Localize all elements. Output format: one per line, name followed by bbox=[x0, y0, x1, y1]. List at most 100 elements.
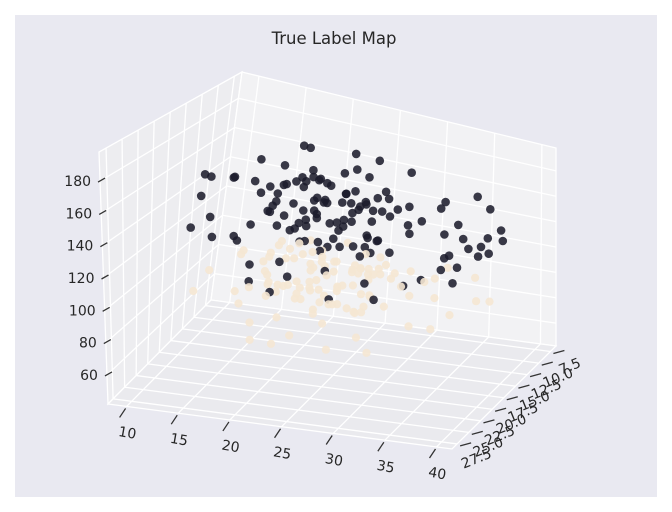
scatter-point-label-1-dark bbox=[279, 180, 289, 190]
x-tick-mark bbox=[428, 448, 437, 459]
scatter-point-label-1-dark bbox=[279, 211, 289, 220]
scatter-point-label-1-dark bbox=[265, 207, 275, 217]
z-tick-mark bbox=[97, 177, 106, 183]
scatter-point-label-1-dark bbox=[384, 194, 394, 204]
scatter-point-label-0-light bbox=[318, 319, 327, 328]
scatter-point-label-0-light bbox=[266, 339, 276, 348]
scatter-point-label-1-dark bbox=[186, 223, 195, 232]
z-tick-mark bbox=[103, 339, 112, 345]
scatter-point-label-1-dark bbox=[355, 252, 365, 261]
scatter-point-label-0-light bbox=[274, 241, 283, 250]
scatter-point-label-1-dark bbox=[464, 244, 473, 254]
z-tick-label: 120 bbox=[68, 271, 95, 287]
x-tick-mark bbox=[274, 428, 282, 439]
z-tick-mark bbox=[100, 242, 108, 248]
scatter-point-label-0-light bbox=[263, 270, 272, 279]
scatter-point-label-0-light bbox=[245, 318, 254, 327]
z-tick-label: 160 bbox=[65, 206, 92, 222]
scatter-point-label-1-dark bbox=[375, 156, 385, 166]
y-tick-mark bbox=[541, 361, 553, 366]
scatter-point-label-0-light bbox=[357, 308, 366, 317]
scatter-point-label-1-dark bbox=[340, 169, 350, 178]
scatter-point-label-1-dark bbox=[309, 165, 318, 175]
axis-ticks bbox=[97, 177, 565, 459]
scatter-point-label-1-dark bbox=[309, 196, 319, 205]
scatter-point-label-0-light bbox=[324, 300, 333, 309]
scatter-point-label-0-light bbox=[369, 270, 378, 279]
scatter-point-label-1-dark bbox=[339, 215, 349, 225]
scatter-point-label-0-light bbox=[405, 291, 414, 300]
scatter-point-label-0-light bbox=[285, 331, 294, 340]
scatter-point-label-1-dark bbox=[405, 229, 414, 239]
scatter-point-label-1-dark bbox=[312, 213, 322, 223]
scatter-point-label-0-light bbox=[315, 298, 324, 307]
scatter-point-label-1-dark bbox=[326, 181, 336, 190]
scatter-point-label-0-light bbox=[237, 250, 246, 259]
scatter-point-label-0-light bbox=[404, 322, 413, 331]
scatter-point-label-0-light bbox=[295, 239, 304, 248]
z-tick-mark bbox=[104, 371, 113, 377]
scatter-point-label-0-light bbox=[308, 309, 317, 318]
scatter-point-label-1-dark bbox=[335, 242, 344, 252]
scatter-point-label-0-light bbox=[306, 286, 315, 295]
scatter-point-label-1-dark bbox=[346, 199, 356, 208]
scatter-point-label-1-dark bbox=[196, 191, 206, 201]
scatter-point-label-0-light bbox=[351, 333, 361, 342]
scatter-point-label-1-dark bbox=[498, 236, 508, 246]
scatter-point-label-0-light bbox=[292, 277, 301, 286]
scatter-point-label-0-light bbox=[485, 297, 494, 306]
scatter-point-label-1-dark bbox=[301, 221, 311, 231]
scatter-point-label-0-light bbox=[376, 270, 385, 279]
scatter-point-label-0-light bbox=[305, 277, 314, 286]
scatter-point-label-1-dark bbox=[369, 295, 378, 305]
scatter-point-label-1-dark bbox=[257, 155, 266, 164]
scatter-point-label-1-dark bbox=[353, 165, 362, 174]
scatter-point-label-0-light bbox=[430, 294, 439, 303]
scatter-point-label-1-dark bbox=[306, 143, 316, 153]
scatter-point-label-1-dark bbox=[385, 212, 395, 221]
y-tick-mark bbox=[553, 349, 565, 355]
scatter-point-label-1-dark bbox=[440, 230, 449, 239]
scatter-point-label-0-light bbox=[321, 345, 330, 354]
scatter-point-label-0-light bbox=[263, 280, 272, 289]
scatter-point-label-0-light bbox=[381, 260, 391, 270]
scatter-point-label-1-dark bbox=[285, 225, 295, 235]
scatter-point-label-0-light bbox=[261, 291, 270, 300]
scatter-point-label-0-light bbox=[420, 277, 429, 287]
grid-floor-y bbox=[112, 398, 458, 445]
scatter-point-label-1-dark bbox=[452, 263, 462, 273]
scatter-point-label-0-light bbox=[386, 274, 395, 283]
scatter-point-label-1-dark bbox=[417, 217, 427, 226]
grid-floor-y bbox=[159, 351, 504, 399]
scatter-point-label-1-dark bbox=[476, 242, 486, 252]
scatter-point-label-1-dark bbox=[377, 207, 387, 216]
axis-tick-labels: 10 15 20 25 30 35 407.510.012.515.017.520.022.… bbox=[64, 174, 583, 483]
scatter-point-label-1-dark bbox=[299, 206, 308, 215]
scatter-point-label-0-light bbox=[189, 286, 198, 296]
scatter-point-label-0-light bbox=[332, 287, 341, 296]
scatter-point-label-1-dark bbox=[360, 242, 370, 252]
scatter-point-label-1-dark bbox=[436, 265, 446, 275]
scatter-point-label-1-dark bbox=[496, 226, 506, 235]
scatter-point-label-1-dark bbox=[483, 234, 493, 243]
scatter-point-label-1-dark bbox=[441, 197, 450, 207]
scatter-point-label-1-dark bbox=[329, 234, 338, 243]
scatter-point-label-1-dark bbox=[325, 219, 335, 228]
scatter-point-label-0-light bbox=[356, 290, 366, 299]
scatter-point-label-0-light bbox=[314, 285, 323, 294]
scatter-point-label-1-dark bbox=[373, 193, 383, 203]
scatter-point-label-1-dark bbox=[245, 260, 254, 269]
scatter-point-label-0-light bbox=[443, 263, 452, 272]
z-tick-label: 180 bbox=[64, 174, 91, 190]
grid-rightwall-z bbox=[234, 126, 557, 197]
z-tick-mark bbox=[101, 274, 109, 280]
scatter-point-label-1-dark bbox=[322, 198, 332, 208]
grid-floor-y bbox=[147, 363, 493, 410]
scatter-point-label-1-dark bbox=[332, 218, 342, 227]
scatter-point-label-1-dark bbox=[292, 177, 301, 186]
scatter-point-label-0-light bbox=[285, 244, 295, 253]
grid-leftwall-z bbox=[100, 126, 235, 214]
z-tick-mark bbox=[98, 209, 107, 215]
